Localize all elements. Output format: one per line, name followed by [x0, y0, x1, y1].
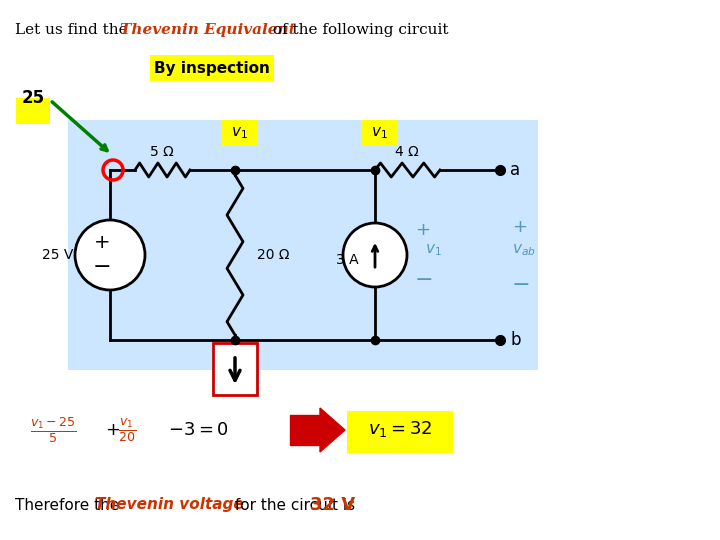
Text: Thevenin Equivalent: Thevenin Equivalent: [120, 23, 296, 37]
FancyBboxPatch shape: [347, 411, 453, 453]
Text: +: +: [512, 218, 527, 236]
Polygon shape: [320, 408, 345, 452]
Text: $v_1 = 32$: $v_1 = 32$: [368, 419, 432, 439]
FancyBboxPatch shape: [213, 343, 257, 395]
Text: −: −: [415, 270, 433, 290]
Text: a: a: [510, 161, 520, 179]
Text: 20 Ω: 20 Ω: [257, 248, 289, 262]
FancyBboxPatch shape: [68, 120, 538, 370]
Circle shape: [75, 220, 145, 290]
Polygon shape: [290, 415, 320, 445]
Text: +: +: [415, 221, 430, 239]
FancyBboxPatch shape: [361, 120, 397, 146]
Text: 3 A: 3 A: [336, 253, 359, 267]
Text: $v_1$: $v_1$: [230, 125, 248, 141]
Text: Let us find the: Let us find the: [15, 23, 132, 37]
Text: 5 Ω: 5 Ω: [150, 145, 174, 159]
Text: $v_{ab}$: $v_{ab}$: [512, 242, 536, 258]
Text: −: −: [93, 257, 112, 277]
Text: for the circuit is: for the circuit is: [230, 497, 360, 512]
Text: Thevenin voltage: Thevenin voltage: [95, 497, 244, 512]
FancyArrowPatch shape: [293, 420, 337, 440]
Circle shape: [343, 223, 407, 287]
Text: $\frac{v_1 - 25}{5}$: $\frac{v_1 - 25}{5}$: [30, 415, 77, 445]
Text: $+$: $+$: [105, 421, 120, 439]
Text: 4 Ω: 4 Ω: [395, 145, 419, 159]
Text: −: −: [512, 275, 531, 295]
FancyBboxPatch shape: [16, 98, 50, 124]
Text: By inspection: By inspection: [154, 60, 270, 76]
Text: 25 V: 25 V: [42, 248, 73, 262]
Text: $v_1$: $v_1$: [371, 125, 387, 141]
Text: +: +: [94, 233, 110, 253]
Text: $- 3 = 0$: $- 3 = 0$: [168, 421, 229, 439]
Text: $\frac{v_1}{20}$: $\frac{v_1}{20}$: [118, 416, 136, 444]
Text: Therefore the: Therefore the: [15, 497, 124, 512]
Text: 25: 25: [22, 89, 45, 107]
Text: of the following circuit: of the following circuit: [268, 23, 449, 37]
Text: b: b: [510, 331, 521, 349]
FancyBboxPatch shape: [221, 120, 257, 146]
Text: $v_1$: $v_1$: [425, 242, 442, 258]
Text: 32 V: 32 V: [310, 496, 355, 514]
FancyBboxPatch shape: [150, 55, 274, 81]
